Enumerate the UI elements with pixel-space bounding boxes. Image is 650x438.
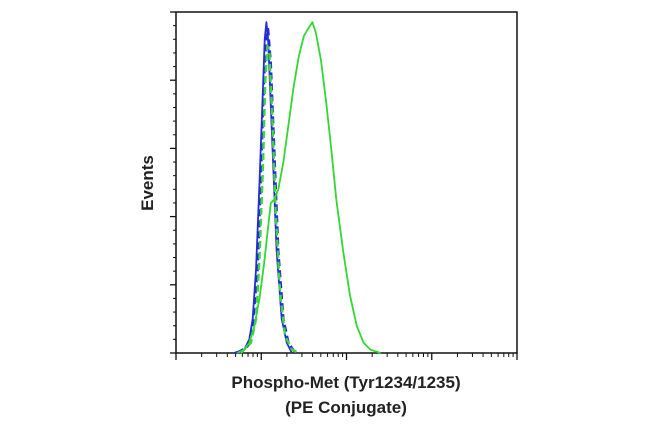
y-axis-ticks — [170, 11, 176, 354]
x-axis-label-line-1: Phospho-Met (Tyr1234/1235) — [231, 373, 460, 392]
y-axis-label: Events — [138, 155, 157, 211]
series-layer — [233, 21, 381, 355]
plot-frame — [175, 11, 518, 354]
x-axis-ticks — [175, 353, 518, 360]
histogram-series-4 — [236, 21, 381, 354]
x-axis-label-line-2: (PE Conjugate) — [285, 398, 407, 417]
